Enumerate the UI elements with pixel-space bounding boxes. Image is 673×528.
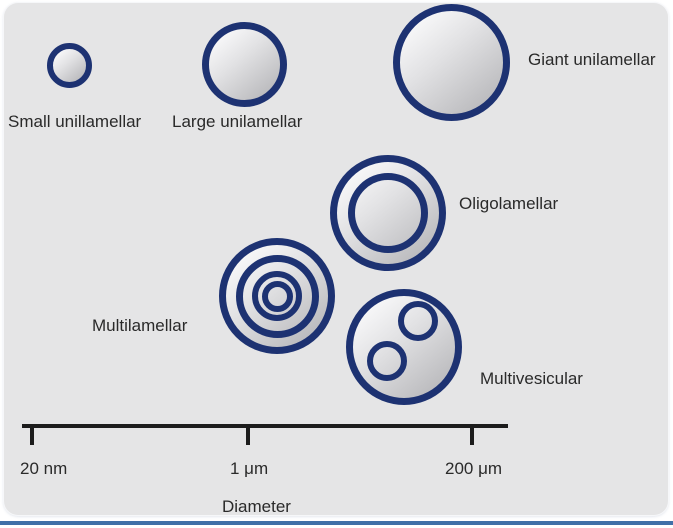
multivesicular-inner-vesicle-top-icon <box>398 301 438 341</box>
axis-tick-label-200um: 200 μm <box>445 459 503 478</box>
oligolamellar-label: Oligolamellar <box>459 194 559 213</box>
multivesicular-label: Multivesicular <box>480 369 583 388</box>
multivesicular-vesicle-icon <box>346 289 462 405</box>
diameter-axis-line <box>22 424 508 428</box>
large-unilamellar-vesicle-icon <box>202 22 287 107</box>
multilamellar-label: Multilamellar <box>92 316 188 335</box>
multivesicular-inner-vesicle-bottom-icon <box>367 341 407 381</box>
bottom-frame-bar <box>0 521 673 525</box>
axis-tick-200um <box>470 424 474 445</box>
axis-tick-label-1um: 1 μm <box>230 459 269 478</box>
diagram-panel <box>4 3 668 515</box>
oligolamellar-inner-membrane-icon <box>348 173 428 253</box>
axis-tick-1um <box>246 424 250 445</box>
multilamellar-membrane-3-icon <box>252 271 302 321</box>
multilamellar-vesicle-icon <box>219 238 335 354</box>
small-unilamellar-label: Small unillamellar <box>8 112 142 131</box>
small-unilamellar-vesicle-icon <box>47 43 92 88</box>
axis-tick-label-20nm: 20 nm <box>20 459 68 478</box>
oligolamellar-vesicle-icon <box>330 155 446 271</box>
multilamellar-membrane-2-icon <box>235 254 319 338</box>
axis-title: Diameter <box>222 497 291 516</box>
giant-unilamellar-label: Giant unilamellar <box>528 50 656 69</box>
giant-unilamellar-vesicle-icon <box>393 4 510 121</box>
large-unilamellar-label: Large unilamellar <box>172 112 303 131</box>
axis-tick-20nm <box>30 424 34 445</box>
multilamellar-membrane-4-icon <box>261 280 293 312</box>
